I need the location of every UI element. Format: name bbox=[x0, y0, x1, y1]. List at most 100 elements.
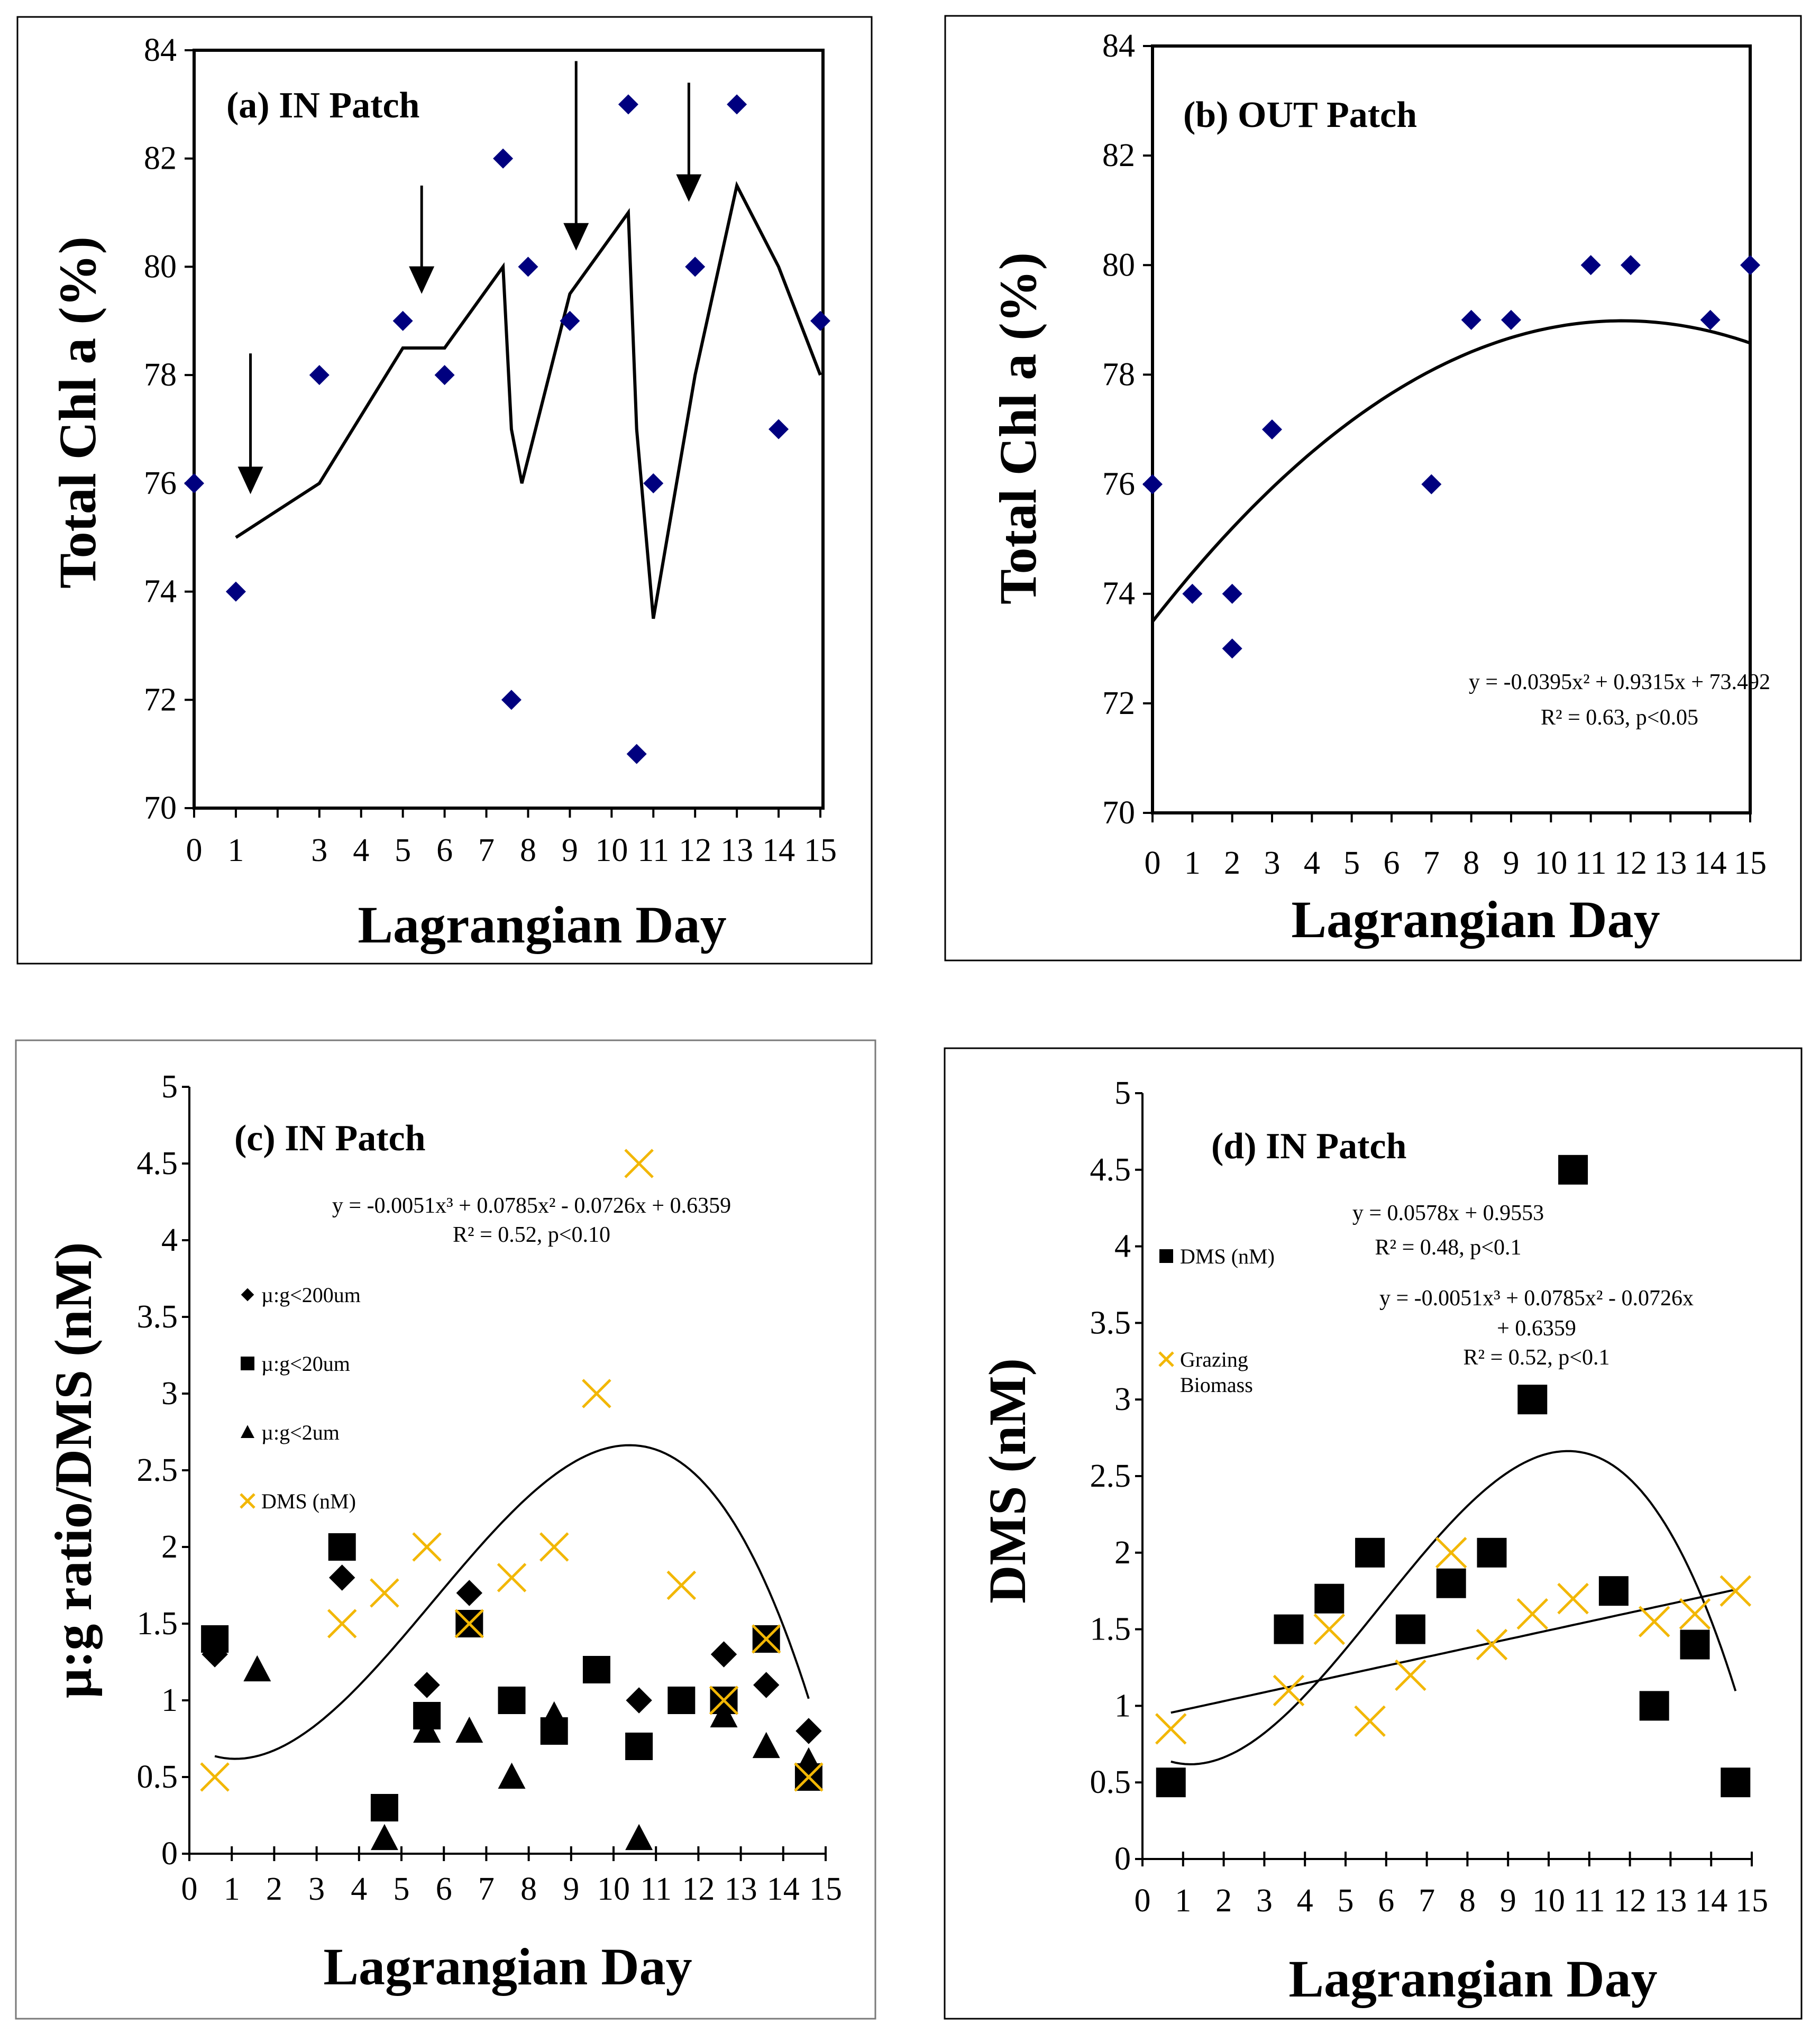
x-tick-label: 5 bbox=[1338, 1883, 1354, 1919]
y-tick-label: 2 bbox=[161, 1529, 178, 1565]
y-tick-label: 4 bbox=[161, 1222, 178, 1258]
cross-point bbox=[1354, 1705, 1386, 1737]
x-tick-label: 6 bbox=[1378, 1883, 1394, 1919]
triangle-point bbox=[794, 1747, 822, 1774]
panel-a-trend-line bbox=[235, 181, 822, 619]
x-tick-label: 0 bbox=[186, 832, 203, 868]
triangle-point bbox=[752, 1732, 780, 1759]
x-tick-label: 10 bbox=[1534, 845, 1567, 881]
diamond-point bbox=[501, 690, 522, 710]
diamond-point bbox=[1421, 474, 1442, 494]
y-tick-label: 72 bbox=[144, 682, 177, 718]
square-point bbox=[1558, 1155, 1588, 1185]
y-tick-label: 3.5 bbox=[1090, 1305, 1131, 1341]
x-tick-label: 3 bbox=[308, 1871, 325, 1907]
x-tick-label: 8 bbox=[520, 832, 536, 868]
x-tick-label: 10 bbox=[595, 832, 628, 868]
diamond-point bbox=[456, 1580, 483, 1606]
x-tick-label: 14 bbox=[1694, 845, 1727, 881]
panel-a-plot-area bbox=[193, 49, 825, 810]
square-point bbox=[1639, 1691, 1669, 1721]
x-tick-label: 12 bbox=[679, 832, 711, 868]
diamond-point bbox=[392, 310, 413, 331]
cross-point bbox=[1395, 1659, 1426, 1691]
x-tick-label: 15 bbox=[1735, 1883, 1768, 1919]
y-tick-label: 1.5 bbox=[1090, 1611, 1131, 1647]
square-point bbox=[1517, 1385, 1548, 1415]
x-tick-label: 12 bbox=[682, 1871, 715, 1907]
diamond-point bbox=[1222, 583, 1242, 604]
panel-d-linear-r-squared: R² = 0.48, p<0.1 bbox=[1375, 1235, 1522, 1260]
y-tick-label: 70 bbox=[144, 790, 177, 826]
cross-point bbox=[370, 1578, 399, 1608]
cross-point bbox=[1155, 1713, 1187, 1745]
y-tick-label: 0 bbox=[1114, 1841, 1131, 1877]
diamond-point bbox=[1222, 638, 1242, 659]
y-tick-label: 0.5 bbox=[137, 1759, 178, 1795]
square-point bbox=[370, 1794, 398, 1821]
panel-d-y-ticks: 0 0.5 1 1.5 2 2.5 3 3.5 4 4.5 5 bbox=[1090, 1075, 1142, 1877]
x-tick-label: 1 bbox=[227, 832, 244, 868]
panel-a-title: (a) IN Patch bbox=[226, 85, 419, 126]
diamond-point bbox=[1142, 474, 1163, 494]
square-point bbox=[1680, 1629, 1710, 1660]
legend-cross-icon bbox=[1158, 1351, 1174, 1367]
cross-point bbox=[794, 1762, 824, 1792]
x-tick-label: 0 bbox=[181, 1871, 198, 1907]
cross-point bbox=[582, 1379, 611, 1408]
panel-d: 0 1 2 3 4 5 6 7 8 9 10 11 12 13 14 15 00.511.522.533.54… bbox=[944, 1047, 1803, 2020]
x-tick-label: 0 bbox=[1135, 1883, 1151, 1919]
diamond-point bbox=[1700, 309, 1721, 330]
x-tick-label: 9 bbox=[1500, 1883, 1516, 1919]
panel-b-r-squared: R² = 0.63, p<0.05 bbox=[1541, 706, 1698, 730]
diamond-point bbox=[1182, 583, 1203, 604]
panel-d-x-axis-title: Lagrangian Day bbox=[1288, 1949, 1657, 2008]
x-tick-label: 10 bbox=[597, 1871, 630, 1907]
square-point bbox=[1598, 1576, 1629, 1606]
y-tick-label: 4 bbox=[1114, 1229, 1131, 1265]
panel-c-frame bbox=[15, 1039, 876, 2020]
y-tick-label: 84 bbox=[1102, 28, 1135, 64]
diamond-point bbox=[1580, 255, 1601, 276]
x-tick-label: 6 bbox=[436, 832, 453, 868]
cross-point bbox=[709, 1686, 739, 1715]
y-tick-label: 82 bbox=[144, 141, 177, 177]
arrow-head bbox=[409, 266, 435, 294]
x-tick-label: 7 bbox=[1419, 1883, 1435, 1919]
square-point bbox=[1156, 1768, 1186, 1798]
panel-d-x-ticks: 0 1 2 3 4 5 6 7 8 9 10 11 12 13 14 15 bbox=[1135, 1852, 1768, 1919]
diamond-point bbox=[643, 473, 664, 493]
square-point bbox=[625, 1733, 653, 1760]
legend-label: Grazing bbox=[1180, 1348, 1248, 1371]
x-tick-label: 6 bbox=[436, 1871, 452, 1907]
y-tick-label: 5 bbox=[1114, 1075, 1131, 1111]
legend-diamond-icon bbox=[241, 1288, 254, 1302]
legend-label: DMS (nM) bbox=[261, 1489, 356, 1513]
square-point bbox=[201, 1625, 229, 1653]
y-tick-label: 1 bbox=[161, 1682, 178, 1718]
panel-c: 0 1 2 3 4 5 6 7 8 9 10 11 12 13 14 15 00.511.522.533.54… bbox=[15, 1039, 876, 2020]
legend-triangle-icon bbox=[241, 1425, 254, 1439]
diamond-point bbox=[727, 94, 747, 115]
square-point bbox=[1395, 1614, 1425, 1644]
panel-b-frame bbox=[944, 15, 1802, 961]
diamond-point bbox=[202, 1641, 228, 1668]
cross-point bbox=[327, 1609, 357, 1638]
legend-label: µ:g<20um bbox=[261, 1352, 350, 1376]
cross-point bbox=[1435, 1537, 1467, 1569]
cross-point bbox=[497, 1563, 527, 1592]
x-tick-label: 5 bbox=[394, 1871, 410, 1907]
cross-point bbox=[1679, 1598, 1711, 1630]
x-tick-label: 15 bbox=[809, 1871, 842, 1907]
arrow-head bbox=[237, 466, 263, 494]
x-tick-label: 1 bbox=[1175, 1883, 1191, 1919]
panel-a-y-axis-title: Total Chl a (%) bbox=[48, 236, 107, 589]
x-tick-label: 15 bbox=[804, 832, 837, 868]
square-point bbox=[582, 1656, 610, 1683]
x-tick-label: 2 bbox=[1215, 1883, 1232, 1919]
x-tick-label: 7 bbox=[1423, 845, 1440, 881]
diamond-point bbox=[626, 1687, 652, 1714]
cross-point bbox=[1313, 1613, 1346, 1645]
